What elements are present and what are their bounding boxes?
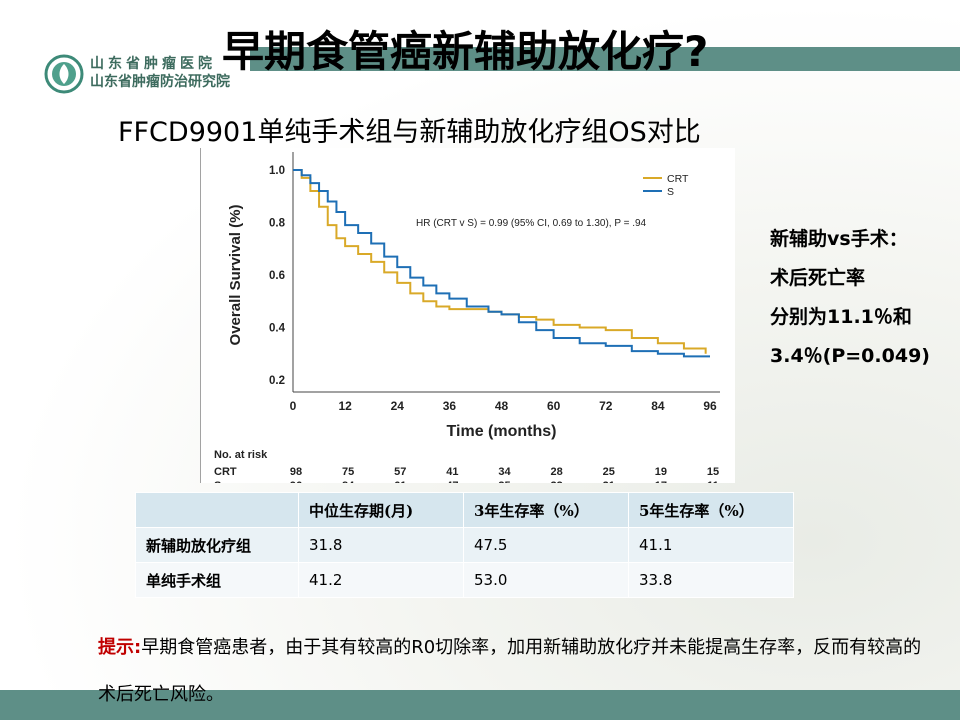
x-axis-title: Time (months) (447, 423, 557, 440)
risk-value: 75 (342, 466, 354, 478)
table-cell: 41.2 (298, 562, 464, 598)
risk-value: 25 (603, 466, 615, 478)
side-note: 新辅助vs手术： 术后死亡率 分别为11.1％和 3.4％(P=0.049) (770, 220, 950, 376)
risk-value: 17 (655, 480, 667, 483)
table-cell: 41.1 (628, 527, 794, 563)
table-cell: 31.8 (298, 527, 464, 563)
side-note-line1: 新辅助vs手术： (770, 228, 908, 250)
risk-value: 23 (551, 480, 563, 483)
risk-value: 57 (394, 466, 406, 478)
tip-text: 早期食管癌患者，由于其有较高的R0切除率，加用新辅助放化疗并未能提高生存率，反而… (98, 637, 922, 705)
x-tick-label: 96 (703, 399, 717, 413)
table-header-cell: 5年生存率（%） (628, 492, 794, 528)
tip-note: 提示:早期食管癌患者，由于其有较高的R0切除率，加用新辅助放化疗并未能提高生存率… (98, 624, 928, 718)
table-header-cell: 中位生存期(月) (298, 492, 464, 528)
table-row: 单纯手术组 41.2 53.0 33.8 (135, 562, 794, 598)
risk-value: 15 (707, 466, 719, 478)
risk-row-label: CRT (214, 466, 237, 478)
risk-value: 41 (446, 466, 458, 478)
x-tick-label: 72 (599, 399, 613, 413)
survival-stats-table: 中位生存期(月) 3年生存率（%） 5年生存率（%） 新辅助放化疗组 31.8 … (135, 492, 794, 598)
risk-value: 61 (394, 480, 406, 483)
risk-value: 28 (551, 466, 563, 478)
x-tick-label: 84 (651, 399, 665, 413)
table-header-cell (135, 492, 299, 528)
risk-value: 84 (342, 480, 355, 483)
risk-value: 19 (655, 466, 667, 478)
table-row-label: 单纯手术组 (135, 562, 299, 598)
risk-value: 34 (498, 466, 511, 478)
survival-chart-svg: 0.2 0.4 0.6 0.8 1.0 0 12 24 36 48 60 72 84 96 Time (mo… (200, 148, 720, 483)
legend-label-crt: CRT (667, 173, 689, 185)
risk-value: 96 (290, 480, 302, 483)
survival-chart: 0.2 0.4 0.6 0.8 1.0 0 12 24 36 48 60 72 84 96 Time (mo… (200, 148, 735, 483)
hospital-name-line2: 山东省肿瘤防治研究院 (90, 74, 230, 90)
side-note-line3: 分别为11.1％和 (770, 306, 912, 328)
hospital-name-line1: 山东省肿瘤医院 (90, 56, 216, 72)
risk-value: 98 (290, 466, 302, 478)
risk-value: 21 (603, 480, 615, 483)
top-bar-gap (0, 47, 250, 71)
y-tick-label: 0.2 (269, 375, 285, 387)
x-tick-label: 12 (338, 399, 352, 413)
series-line-s (293, 169, 710, 358)
table-cell: 47.5 (463, 527, 629, 563)
table-row: 新辅助放化疗组 31.8 47.5 41.1 (135, 527, 794, 563)
table-cell: 33.8 (628, 562, 794, 598)
risk-value: 47 (446, 480, 458, 483)
x-tick-label: 24 (391, 399, 405, 413)
y-tick-label: 0.6 (269, 270, 285, 282)
page-title: 早期食管癌新辅助放化疗? (222, 27, 709, 76)
legend-label-s: S (667, 186, 674, 198)
table-header-row: 中位生存期(月) 3年生存率（%） 5年生存率（%） (135, 492, 794, 528)
page-subtitle: FFCD9901单纯手术组与新辅助放化疗组OS对比 (118, 117, 701, 148)
y-tick-label: 0.8 (269, 218, 286, 230)
x-tick-label: 36 (443, 399, 457, 413)
hr-annotation: HR (CRT v S) = 0.99 (95% CI, 0.69 to 1.3… (416, 218, 647, 229)
tip-label: 提示: (98, 637, 142, 658)
table-cell: 53.0 (463, 562, 629, 598)
side-note-line2: 术后死亡率 (770, 267, 866, 289)
risk-value: 35 (498, 480, 510, 483)
bottom-accent-bar (0, 690, 960, 720)
y-tick-label: 1.0 (269, 165, 285, 177)
x-tick-label: 48 (495, 399, 509, 413)
table-header-cell: 3年生存率（%） (463, 492, 629, 528)
side-note-line4: 3.4％(P=0.049) (770, 345, 930, 367)
table-row-label: 新辅助放化疗组 (135, 527, 299, 563)
hospital-logo-icon (44, 54, 84, 94)
risk-table-title: No. at risk (214, 449, 268, 461)
series-line-crt (293, 169, 707, 354)
x-tick-label: 0 (290, 399, 297, 413)
risk-value: 11 (707, 480, 719, 483)
y-axis-title: Overall Survival (%) (227, 205, 244, 346)
risk-row-label: S (214, 480, 221, 483)
hospital-name: 山东省肿瘤医院 山东省肿瘤防治研究院 (90, 55, 230, 91)
x-tick-label: 60 (547, 399, 561, 413)
y-tick-label: 0.4 (269, 323, 286, 335)
